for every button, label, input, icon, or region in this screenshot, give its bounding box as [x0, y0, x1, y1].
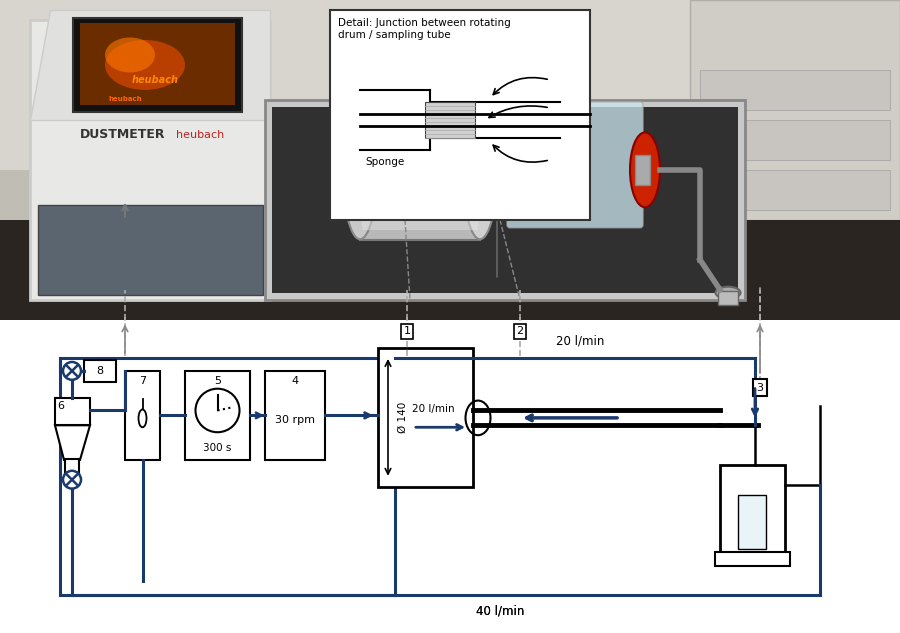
FancyBboxPatch shape: [635, 155, 650, 185]
FancyBboxPatch shape: [378, 348, 473, 487]
Text: 20 l/min: 20 l/min: [411, 404, 454, 415]
Text: heubach: heubach: [131, 75, 178, 85]
FancyBboxPatch shape: [0, 0, 900, 170]
Polygon shape: [30, 10, 270, 120]
FancyBboxPatch shape: [185, 371, 250, 460]
FancyBboxPatch shape: [0, 220, 900, 320]
FancyBboxPatch shape: [700, 70, 890, 110]
FancyBboxPatch shape: [272, 107, 738, 292]
FancyBboxPatch shape: [265, 100, 745, 299]
FancyBboxPatch shape: [720, 465, 785, 554]
Ellipse shape: [630, 132, 660, 207]
Polygon shape: [55, 425, 90, 460]
FancyBboxPatch shape: [330, 10, 590, 220]
Text: 2: 2: [517, 327, 524, 336]
FancyBboxPatch shape: [425, 102, 475, 138]
FancyBboxPatch shape: [715, 552, 790, 566]
FancyBboxPatch shape: [265, 371, 325, 460]
Text: heubach: heubach: [176, 130, 224, 140]
FancyBboxPatch shape: [80, 23, 235, 105]
Text: 3: 3: [757, 383, 763, 392]
Text: 40 l/min: 40 l/min: [476, 605, 524, 618]
Ellipse shape: [139, 410, 147, 427]
Text: 20 l/min: 20 l/min: [556, 335, 604, 348]
Text: 30 rpm: 30 rpm: [275, 415, 315, 425]
Ellipse shape: [105, 40, 185, 90]
Circle shape: [63, 471, 81, 489]
Text: Sponge: Sponge: [365, 157, 404, 167]
FancyBboxPatch shape: [65, 459, 79, 477]
FancyBboxPatch shape: [73, 18, 242, 112]
FancyBboxPatch shape: [125, 371, 160, 460]
FancyBboxPatch shape: [362, 200, 478, 230]
FancyBboxPatch shape: [690, 0, 900, 220]
Text: 300 s: 300 s: [203, 443, 231, 453]
Text: 1: 1: [403, 327, 410, 336]
Ellipse shape: [463, 94, 498, 239]
Text: DUSTMETER: DUSTMETER: [80, 128, 166, 141]
FancyBboxPatch shape: [360, 95, 480, 240]
Text: Ø 140: Ø 140: [398, 402, 408, 433]
Text: 7: 7: [139, 376, 146, 385]
FancyBboxPatch shape: [0, 0, 900, 320]
FancyBboxPatch shape: [84, 360, 116, 382]
FancyBboxPatch shape: [38, 205, 263, 295]
Text: heubach: heubach: [108, 96, 141, 102]
Text: 6: 6: [57, 401, 64, 411]
Text: 8: 8: [96, 366, 104, 376]
Ellipse shape: [105, 37, 155, 72]
FancyBboxPatch shape: [700, 170, 890, 210]
Text: Detail: Junction between rotating
drum / sampling tube: Detail: Junction between rotating drum /…: [338, 18, 511, 40]
Text: 4: 4: [292, 376, 299, 385]
Text: 40 l/min: 40 l/min: [476, 605, 524, 618]
Circle shape: [63, 362, 81, 380]
Ellipse shape: [716, 287, 741, 299]
FancyBboxPatch shape: [718, 291, 738, 304]
Ellipse shape: [195, 389, 239, 432]
Text: 5: 5: [214, 376, 221, 385]
FancyBboxPatch shape: [738, 494, 766, 549]
FancyBboxPatch shape: [480, 140, 510, 190]
Polygon shape: [30, 20, 270, 299]
FancyBboxPatch shape: [700, 120, 890, 160]
FancyBboxPatch shape: [507, 102, 643, 228]
Ellipse shape: [343, 94, 377, 239]
FancyBboxPatch shape: [55, 398, 90, 425]
